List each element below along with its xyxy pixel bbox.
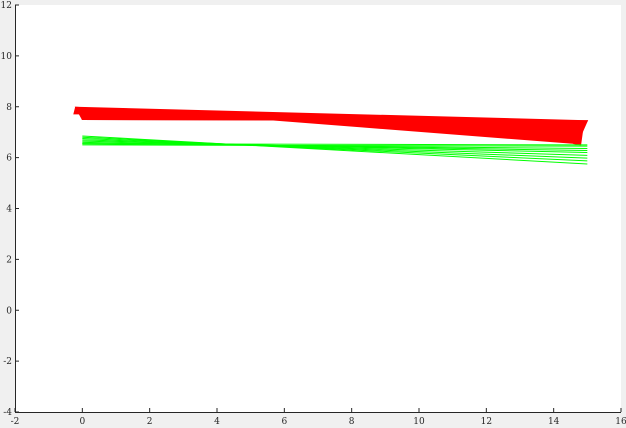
green-line-8 bbox=[82, 143, 588, 146]
x-tick-label-0: -2 bbox=[11, 417, 20, 427]
y-tick-label-2: 0 bbox=[6, 306, 12, 316]
green-line-2 bbox=[82, 138, 588, 159]
x-tick-label-5: 8 bbox=[349, 417, 355, 427]
y-tick-label-0: -4 bbox=[3, 408, 12, 418]
green-line-6 bbox=[82, 143, 588, 149]
green-line-1 bbox=[82, 136, 588, 162]
y-tick-label-4: 4 bbox=[6, 205, 12, 215]
x-tick-label-3: 4 bbox=[214, 417, 220, 427]
x-tick-label-6: 10 bbox=[413, 417, 425, 427]
green-line-3 bbox=[82, 139, 588, 156]
y-tick-label-6: 8 bbox=[6, 103, 12, 113]
y-tick-label-8: 12 bbox=[1, 1, 12, 11]
y-tick-label-1: -2 bbox=[3, 357, 12, 367]
red-polygon-1 bbox=[74, 106, 589, 145]
x-tick-label-9: 16 bbox=[615, 417, 626, 427]
green-line-7 bbox=[82, 144, 588, 147]
chart-marks bbox=[73, 106, 589, 165]
y-tick-label-7: 10 bbox=[1, 52, 13, 62]
y-tick-label-5: 6 bbox=[6, 154, 12, 164]
x-tick-label-2: 2 bbox=[147, 417, 153, 427]
x-tick-label-8: 14 bbox=[548, 417, 560, 427]
x-tick-label-7: 12 bbox=[481, 417, 492, 427]
y-tick-label-3: 2 bbox=[6, 255, 12, 265]
plot-area bbox=[15, 5, 621, 412]
x-tick-label-4: 6 bbox=[281, 417, 287, 427]
green-line-0 bbox=[82, 135, 588, 165]
x-tick-label-1: 0 bbox=[79, 417, 85, 427]
